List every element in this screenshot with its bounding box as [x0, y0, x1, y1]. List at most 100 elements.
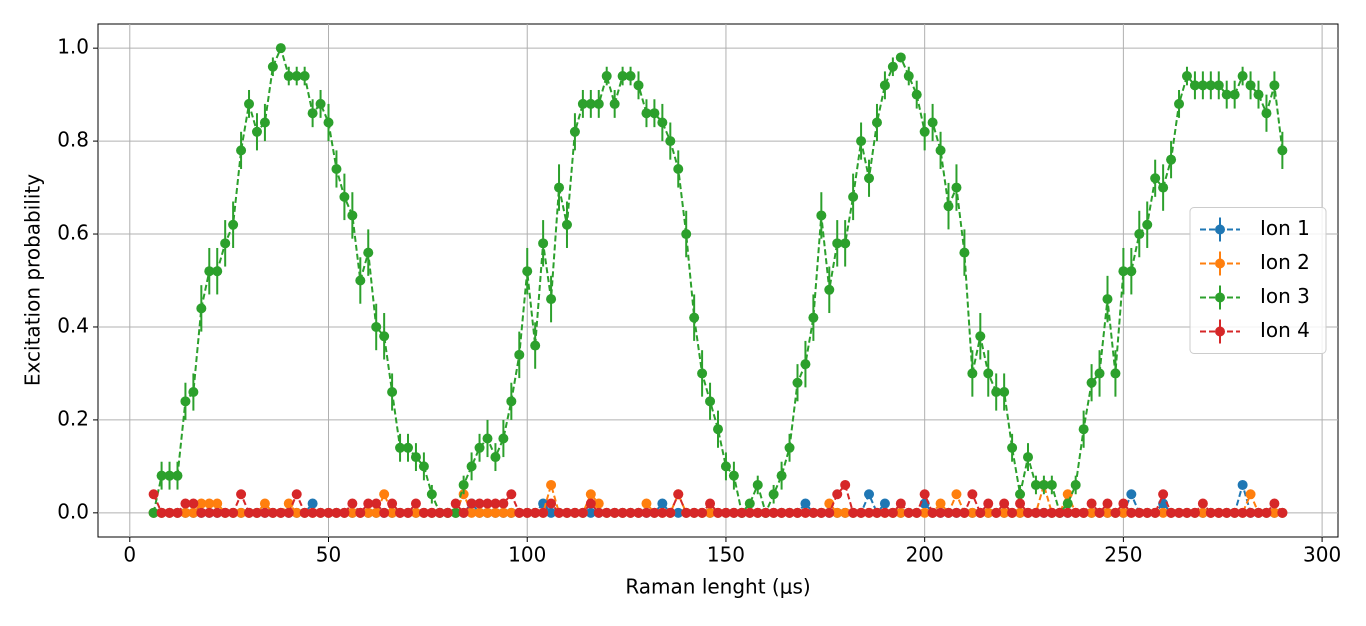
data-point — [379, 489, 390, 500]
data-point — [259, 117, 270, 128]
data-point — [983, 507, 994, 518]
data-point — [951, 489, 962, 500]
data-point — [1174, 98, 1185, 109]
data-point — [188, 498, 199, 509]
data-point — [1078, 507, 1089, 518]
data-point — [983, 368, 994, 379]
data-point — [379, 507, 390, 518]
data-point — [697, 368, 708, 379]
data-point — [172, 507, 183, 518]
data-point — [935, 498, 946, 509]
data-point — [760, 507, 771, 518]
data-point — [450, 498, 461, 509]
data-point — [522, 266, 533, 277]
data-point — [577, 507, 588, 518]
data-point — [283, 507, 294, 518]
data-point — [403, 442, 413, 453]
data-point — [554, 507, 565, 518]
y-tick-label: 0.0 — [57, 499, 89, 523]
data-point — [204, 498, 215, 509]
legend-marker — [1215, 292, 1225, 303]
data-point — [466, 498, 477, 509]
data-point — [546, 479, 557, 490]
data-point — [887, 61, 898, 72]
data-point — [188, 387, 199, 398]
data-point — [323, 507, 334, 518]
data-point — [705, 396, 716, 407]
data-point — [1007, 507, 1018, 518]
data-point — [585, 507, 596, 518]
data-point — [593, 98, 604, 109]
data-point — [768, 507, 779, 518]
data-point — [244, 507, 255, 518]
data-point — [331, 507, 342, 518]
data-point — [1181, 507, 1192, 518]
data-point — [816, 210, 827, 221]
data-point — [1038, 479, 1049, 490]
data-point — [641, 498, 652, 509]
data-point — [800, 359, 811, 370]
data-point — [180, 507, 191, 518]
data-point — [498, 507, 509, 518]
data-point — [871, 117, 882, 128]
data-point — [633, 507, 644, 518]
data-point — [196, 507, 207, 518]
data-point — [395, 442, 406, 453]
data-point — [212, 498, 223, 509]
data-point — [1062, 498, 1073, 509]
data-point — [546, 507, 557, 518]
data-point — [164, 507, 175, 518]
data-point — [1110, 507, 1121, 518]
data-point — [228, 219, 239, 230]
data-point — [848, 507, 859, 518]
data-point — [554, 182, 565, 193]
data-point — [800, 498, 811, 509]
data-point — [593, 507, 604, 518]
data-point — [1118, 507, 1129, 518]
data-point — [196, 303, 207, 314]
legend-box — [1189, 207, 1327, 354]
data-point — [1221, 89, 1232, 100]
data-point — [490, 452, 501, 463]
data-point — [776, 507, 787, 518]
data-point — [1134, 229, 1145, 240]
x-tick-label: 300 — [1303, 543, 1341, 567]
data-point — [204, 266, 215, 277]
data-point — [1102, 507, 1113, 518]
data-point — [426, 507, 437, 518]
data-point — [283, 498, 294, 509]
data-point — [911, 89, 922, 100]
data-point — [514, 507, 525, 518]
data-point — [458, 479, 469, 490]
data-point — [1070, 479, 1081, 490]
data-point — [1189, 507, 1200, 518]
data-point — [1078, 424, 1089, 435]
data-point — [657, 507, 668, 518]
data-point — [895, 52, 906, 63]
data-point — [1158, 182, 1169, 193]
data-point — [832, 489, 843, 500]
data-point — [848, 191, 859, 202]
data-point — [442, 507, 453, 518]
data-point — [387, 387, 398, 398]
data-point — [991, 387, 1002, 398]
data-point — [466, 507, 477, 518]
legend-label: Ion 2 — [1260, 250, 1310, 274]
data-point — [1142, 507, 1153, 518]
data-point — [1023, 507, 1033, 518]
data-point — [601, 71, 612, 82]
data-point — [474, 507, 485, 518]
data-point — [689, 312, 700, 323]
data-point — [251, 507, 262, 518]
series — [148, 479, 1288, 518]
data-point — [935, 145, 946, 156]
data-point — [180, 498, 191, 509]
data-point — [840, 507, 851, 518]
data-point — [967, 507, 978, 518]
data-point — [768, 489, 779, 500]
data-point — [808, 507, 819, 518]
data-point — [1213, 507, 1224, 518]
data-point — [1245, 489, 1256, 500]
data-point — [490, 498, 501, 509]
data-point — [522, 507, 533, 518]
